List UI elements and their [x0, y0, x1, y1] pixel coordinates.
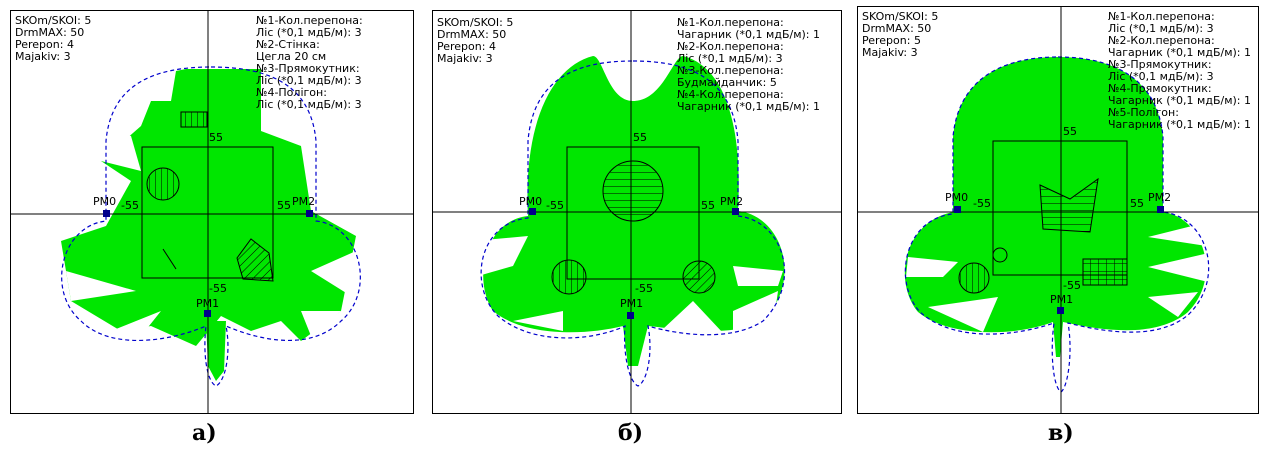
info-left-c: SKOm/SKOI: 5 DrmMAX: 50 Perepon: 5 Majakiv:… — [862, 10, 939, 59]
info-left-a: SKOm/SKOI: 5 DrmMAX: 50 Perepon: 4 Majakiv:… — [15, 14, 92, 63]
info-right-a: №1-Кол.перепона: Ліс (*0,1 мдБ/м): 3 №2-Ст… — [256, 14, 363, 111]
tick-bottom: -55 — [635, 282, 653, 295]
caption-b: б) — [618, 420, 644, 446]
obstacle-wall — [180, 111, 208, 128]
beacon-right-label: PM2 — [1148, 191, 1171, 204]
obstacle-circle-small — [992, 247, 1008, 263]
diagram-frame-c: PM0 PM2 PM1 55 -55 55 -55 SKOm/SKOI: 5 Dr… — [857, 6, 1259, 414]
tick-top: 55 — [633, 131, 647, 144]
obstacle-polygon — [1039, 177, 1099, 233]
obstacle-circle-left — [551, 259, 587, 295]
beacon-marker-bottom — [204, 310, 211, 317]
work-area — [566, 146, 700, 280]
beacon-marker-bottom — [627, 312, 634, 319]
caption-c: в) — [1048, 420, 1074, 446]
obstacle-circle-right — [682, 260, 716, 294]
beacon-bottom-label: PM1 — [1050, 293, 1073, 306]
tick-bottom: -55 — [209, 282, 227, 295]
tick-right: 55 — [277, 199, 291, 212]
work-area — [992, 140, 1128, 276]
diagram-frame-a: PM0 PM2 PM1 55 -55 55 -55 SKOm/SKOI: 5 Dr… — [10, 10, 414, 414]
obstacle-circle-large — [602, 160, 664, 222]
obstacle-circle-1 — [146, 167, 180, 201]
beacon-marker-left — [954, 206, 961, 213]
info-right-c: №1-Кол.перепона: Ліс (*0,1 мдБ/м): 3 №2-Ко… — [1108, 10, 1251, 131]
obstacle-circle-left — [958, 262, 990, 294]
diagram-svg-b: PM0 PM2 PM1 55 -55 55 -55 — [433, 11, 841, 413]
beacon-marker-bottom — [1057, 307, 1064, 314]
tick-left: -55 — [546, 199, 564, 212]
obstacle-polygon — [236, 238, 274, 282]
beacon-right-label: PM2 — [720, 195, 743, 208]
beacon-left-label: PM0 — [93, 195, 116, 208]
diagram-svg-c: PM0 PM2 PM1 55 -55 55 -55 — [858, 7, 1258, 413]
beacon-bottom-label: PM1 — [620, 297, 643, 310]
work-area — [141, 146, 274, 279]
caption-a: а) — [192, 420, 217, 446]
diagram-svg-a: PM0 PM2 PM1 55 -55 55 -55 — [11, 11, 413, 413]
range-boundary — [61, 66, 361, 387]
diagram-frame-b: PM0 PM2 PM1 55 -55 55 -55 SKOm/SKOI: 5 Dr… — [432, 10, 842, 414]
obstacle-rectangle — [1082, 258, 1128, 286]
range-boundary — [480, 60, 786, 387]
beacon-left-label: PM0 — [519, 195, 542, 208]
beacon-marker-right — [1157, 206, 1164, 213]
tick-top: 55 — [1063, 125, 1077, 138]
obstacle-line — [162, 248, 177, 270]
beacon-marker-left — [529, 208, 536, 215]
beacon-marker-right — [306, 210, 313, 217]
beacon-right-label: PM2 — [292, 195, 315, 208]
shadow-zones — [66, 131, 356, 336]
shadow-zones — [473, 236, 783, 333]
shadow-zones — [906, 222, 1213, 332]
tick-bottom: -55 — [1063, 279, 1081, 292]
tick-right: 55 — [701, 199, 715, 212]
info-left-b: SKOm/SKOI: 5 DrmMAX: 50 Perepon: 4 Majakiv:… — [437, 16, 514, 65]
tick-left: -55 — [121, 199, 139, 212]
beacon-bottom-label: PM1 — [196, 297, 219, 310]
info-right-b: №1-Кол.перепона: Чагарник (*0,1 мдБ/м): 1… — [677, 16, 820, 113]
tick-top: 55 — [209, 131, 223, 144]
tick-left: -55 — [973, 197, 991, 210]
beacon-marker-right — [732, 208, 739, 215]
beacon-left-label: PM0 — [945, 191, 968, 204]
tick-right: 55 — [1130, 197, 1144, 210]
beacon-marker-left — [103, 210, 110, 217]
